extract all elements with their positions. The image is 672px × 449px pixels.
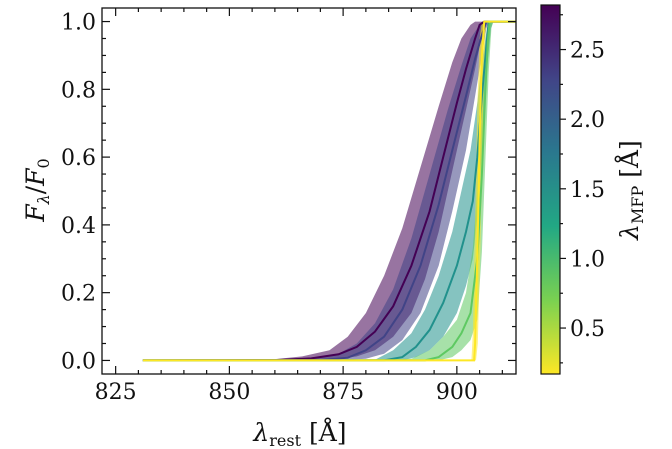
colorbar-tick-label: 0.5	[570, 317, 605, 342]
y-tick-label: 1.0	[61, 11, 96, 36]
y-tick-label: 0.4	[61, 214, 96, 239]
y-tick-labels: 0.0 0.2 0.4 0.6 0.8 1.0	[61, 11, 96, 375]
x-axis-label: λrest [Å]	[252, 417, 346, 449]
colorbar-label: λMFP [Å]	[614, 140, 647, 241]
y-tick-label: 0.0	[61, 349, 96, 374]
colorbar-tick-label: 2.5	[570, 39, 605, 64]
x-tick-labels: 825 850 875 900	[95, 380, 478, 405]
y-tick-label: 0.8	[61, 78, 96, 103]
y-tick-label: 0.2	[61, 282, 96, 307]
series-line-4	[142, 20, 516, 362]
series-line-3	[142, 20, 516, 362]
series-band-1	[142, 21, 516, 361]
colorbar-tick-label: 1.5	[570, 178, 605, 203]
y-tick-label: 0.6	[61, 146, 96, 171]
y-axis-label: Fλ/F0	[21, 158, 53, 222]
series-line-0	[142, 20, 516, 362]
x-tick-label: 850	[208, 380, 250, 405]
colorbar-tick-label: 1.0	[570, 247, 605, 272]
series-line-1	[142, 20, 516, 362]
colorbar-ticks: 0.5 1.0 1.5 2.0 2.5	[560, 14, 605, 364]
colorbar: 0.5 1.0 1.5 2.0 2.5 λMFP [Å]	[540, 4, 647, 375]
x-tick-label: 875	[322, 380, 364, 405]
x-tick-label: 900	[436, 380, 478, 405]
colorbar-tick-label: 2.0	[570, 108, 605, 133]
axes	[101, 7, 517, 375]
x-tick-label: 825	[95, 380, 137, 405]
series-line-2	[142, 20, 516, 362]
colorbar-gradient	[540, 4, 561, 375]
plot-area	[142, 20, 516, 362]
